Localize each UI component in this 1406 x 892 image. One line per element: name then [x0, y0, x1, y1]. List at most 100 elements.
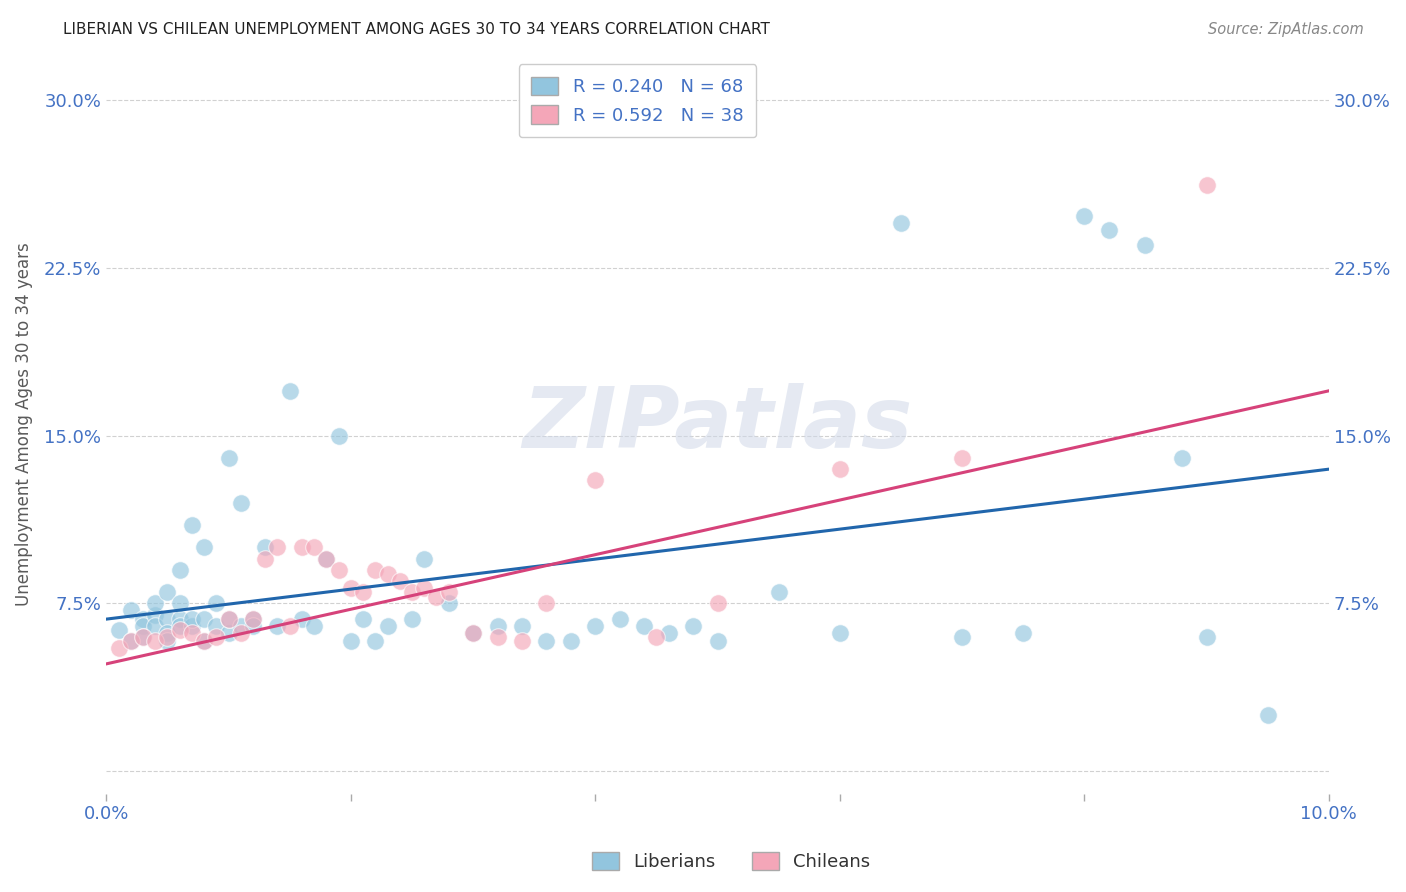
Point	[156, 630, 179, 644]
Point	[1073, 209, 1095, 223]
Point	[156, 634, 179, 648]
Point	[156, 585, 179, 599]
Point	[205, 630, 228, 644]
Point	[768, 585, 790, 599]
Point	[278, 619, 301, 633]
Point	[218, 450, 240, 465]
Point	[706, 634, 728, 648]
Point	[193, 634, 215, 648]
Point	[143, 607, 166, 622]
Point	[120, 634, 142, 648]
Point	[266, 541, 288, 555]
Point	[706, 597, 728, 611]
Point	[633, 619, 655, 633]
Point	[682, 619, 704, 633]
Point	[120, 603, 142, 617]
Point	[218, 612, 240, 626]
Point	[536, 597, 558, 611]
Point	[193, 634, 215, 648]
Point	[352, 585, 374, 599]
Point	[315, 551, 337, 566]
Point	[132, 612, 155, 626]
Point	[193, 541, 215, 555]
Point	[315, 551, 337, 566]
Y-axis label: Unemployment Among Ages 30 to 34 years: Unemployment Among Ages 30 to 34 years	[15, 243, 32, 607]
Point	[583, 474, 606, 488]
Point	[291, 541, 314, 555]
Legend: Liberians, Chileans: Liberians, Chileans	[585, 845, 877, 879]
Point	[254, 551, 277, 566]
Point	[107, 624, 129, 638]
Point	[156, 625, 179, 640]
Point	[388, 574, 411, 588]
Point	[340, 581, 363, 595]
Point	[242, 619, 264, 633]
Point	[437, 597, 460, 611]
Point	[401, 585, 423, 599]
Point	[510, 619, 533, 633]
Point	[242, 612, 264, 626]
Point	[609, 612, 631, 626]
Point	[413, 581, 436, 595]
Point	[254, 541, 277, 555]
Point	[291, 612, 314, 626]
Point	[218, 612, 240, 626]
Point	[328, 428, 350, 442]
Text: ZIPatlas: ZIPatlas	[523, 383, 912, 466]
Point	[486, 630, 509, 644]
Point	[266, 619, 288, 633]
Point	[950, 630, 973, 644]
Point	[169, 619, 191, 633]
Point	[645, 630, 668, 644]
Point	[205, 619, 228, 633]
Point	[364, 563, 387, 577]
Point	[461, 625, 484, 640]
Point	[1195, 630, 1218, 644]
Point	[156, 612, 179, 626]
Point	[242, 612, 264, 626]
Point	[328, 563, 350, 577]
Point	[132, 619, 155, 633]
Point	[143, 619, 166, 633]
Point	[658, 625, 681, 640]
Point	[352, 612, 374, 626]
Point	[536, 634, 558, 648]
Point	[229, 619, 252, 633]
Point	[218, 625, 240, 640]
Point	[890, 216, 912, 230]
Point	[180, 625, 202, 640]
Point	[510, 634, 533, 648]
Point	[583, 619, 606, 633]
Point	[132, 630, 155, 644]
Point	[169, 624, 191, 638]
Text: LIBERIAN VS CHILEAN UNEMPLOYMENT AMONG AGES 30 TO 34 YEARS CORRELATION CHART: LIBERIAN VS CHILEAN UNEMPLOYMENT AMONG A…	[63, 22, 770, 37]
Point	[1257, 708, 1279, 723]
Point	[377, 619, 399, 633]
Point	[143, 597, 166, 611]
Point	[107, 641, 129, 656]
Point	[377, 567, 399, 582]
Point	[1012, 625, 1035, 640]
Point	[193, 612, 215, 626]
Point	[120, 634, 142, 648]
Point	[401, 612, 423, 626]
Point	[132, 630, 155, 644]
Point	[1098, 223, 1121, 237]
Point	[180, 518, 202, 533]
Point	[950, 450, 973, 465]
Legend: R = 0.240   N = 68, R = 0.592   N = 38: R = 0.240 N = 68, R = 0.592 N = 38	[519, 64, 756, 137]
Point	[364, 634, 387, 648]
Point	[229, 496, 252, 510]
Text: Source: ZipAtlas.com: Source: ZipAtlas.com	[1208, 22, 1364, 37]
Point	[180, 619, 202, 633]
Point	[437, 585, 460, 599]
Point	[169, 612, 191, 626]
Point	[486, 619, 509, 633]
Point	[1135, 238, 1157, 252]
Point	[425, 590, 447, 604]
Point	[169, 597, 191, 611]
Point	[1171, 450, 1194, 465]
Point	[1195, 178, 1218, 192]
Point	[413, 551, 436, 566]
Point	[143, 634, 166, 648]
